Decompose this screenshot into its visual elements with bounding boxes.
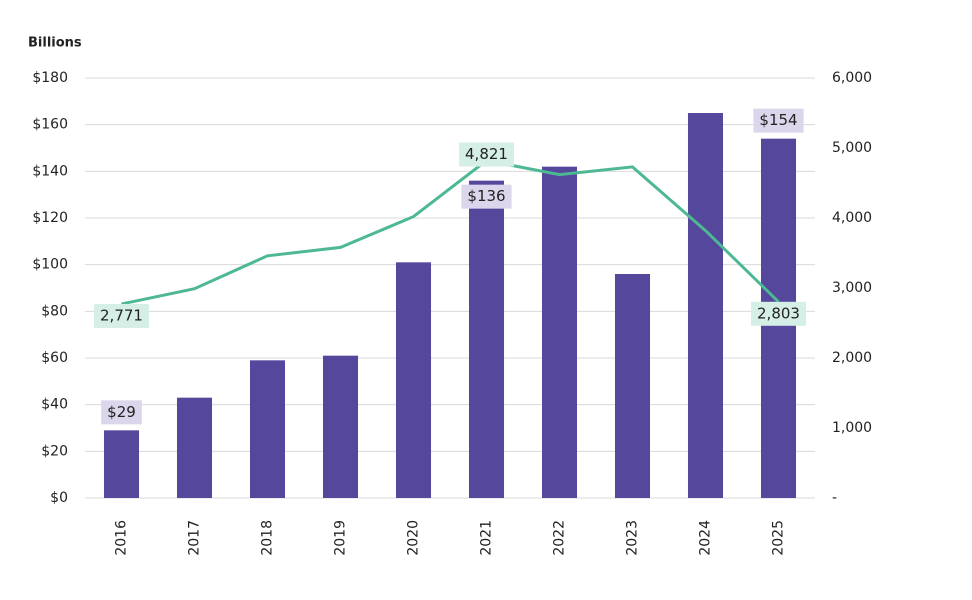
bar-value-label-group: $136 <box>461 184 512 209</box>
y-tick-label: $140 <box>32 163 68 179</box>
bar-value-label-box <box>101 400 142 425</box>
y2-tick-label: 3,000 <box>832 280 872 296</box>
x-tick-label: 2024 <box>698 520 714 556</box>
bar-value-label-box <box>461 184 512 209</box>
y-tick-label: $160 <box>32 117 68 133</box>
line-value-label-group: 2,803 <box>751 301 806 326</box>
bar <box>322 355 359 498</box>
bar-value-label-group: $29 <box>101 400 142 425</box>
bar <box>614 274 651 498</box>
y-tick-label: $60 <box>41 350 68 366</box>
bar <box>541 166 578 498</box>
line-value-label-group: 4,821 <box>459 142 514 167</box>
y2-tick-label: 4,000 <box>832 210 872 226</box>
bar-value-label: $154 <box>759 111 797 129</box>
bar <box>468 180 505 498</box>
y-tick-label: $0 <box>50 490 68 506</box>
bar-value-label-group: $154 <box>753 108 804 133</box>
y-tick-label: $120 <box>32 210 68 226</box>
y-tick-label: $40 <box>41 397 68 413</box>
line <box>121 158 780 306</box>
line-value-label: 2,803 <box>757 304 800 322</box>
bar <box>395 262 432 498</box>
y2-tick-label: 5,000 <box>832 140 872 156</box>
bar <box>103 430 140 498</box>
x-tick-label: 2025 <box>771 520 787 556</box>
y2-tick-label: 2,000 <box>832 350 872 366</box>
bar <box>176 397 213 498</box>
x-tick-label: 2016 <box>114 520 130 556</box>
y-tick-label: $80 <box>41 303 68 319</box>
bar-value-label: $29 <box>107 403 136 421</box>
x-tick-label: 2017 <box>187 520 203 556</box>
line-value-label-group: 2,771 <box>94 304 149 329</box>
line-value-label: 2,771 <box>100 307 143 325</box>
line-value-label: 4,821 <box>465 145 508 163</box>
y-tick-label: $180 <box>32 70 68 86</box>
bar-value-label-box <box>753 108 804 133</box>
line-value-label-box <box>459 142 514 167</box>
y2-tick-label: 6,000 <box>832 70 872 86</box>
line-value-label-box <box>94 304 149 329</box>
x-tick-label: 2021 <box>479 520 495 556</box>
bar <box>249 360 286 498</box>
y-tick-label: $100 <box>32 257 68 273</box>
x-tick-label: 2023 <box>625 520 641 556</box>
bar <box>687 113 724 498</box>
bar-value-label: $136 <box>467 187 505 205</box>
line-value-label-box <box>751 301 806 326</box>
x-tick-label: 2022 <box>552 520 568 556</box>
x-tick-label: 2018 <box>260 520 276 556</box>
y-axis-label: Billions <box>28 36 82 51</box>
x-tick-label: 2019 <box>333 520 349 556</box>
y2-tick-label: 1,000 <box>832 420 872 436</box>
y-tick-label: $20 <box>41 443 68 459</box>
y2-tick-label: - <box>832 490 837 506</box>
x-tick-label: 2020 <box>406 520 422 556</box>
